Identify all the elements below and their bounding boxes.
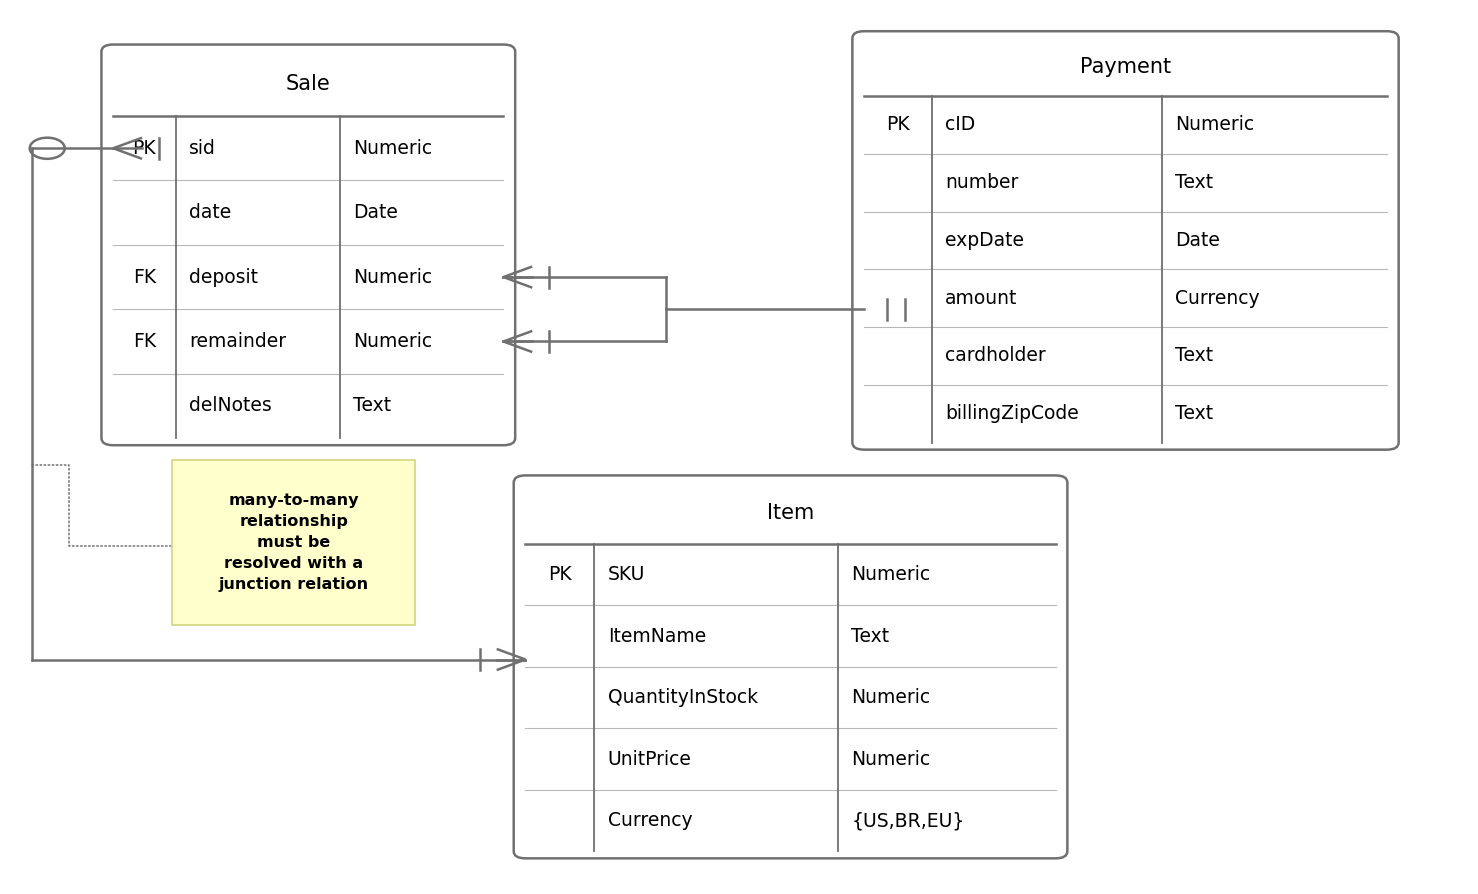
Text: Numeric: Numeric (851, 688, 931, 707)
FancyBboxPatch shape (514, 476, 1067, 858)
Text: Date: Date (353, 203, 398, 223)
Text: Currency: Currency (1175, 289, 1259, 308)
Text: PK: PK (133, 139, 157, 157)
Text: Date: Date (1175, 231, 1221, 250)
Text: Text: Text (353, 396, 390, 416)
Text: Numeric: Numeric (851, 565, 931, 584)
Text: Item: Item (767, 503, 814, 523)
Text: Payment: Payment (1080, 57, 1171, 77)
Text: billingZipCode: billingZipCode (946, 404, 1079, 423)
Text: FK: FK (133, 267, 157, 287)
Text: Sale: Sale (285, 74, 331, 94)
Text: Text: Text (1175, 173, 1213, 192)
Text: sid: sid (189, 139, 216, 157)
Text: PK: PK (887, 115, 910, 134)
Text: PK: PK (548, 565, 572, 584)
Text: delNotes: delNotes (189, 396, 272, 416)
Text: Currency: Currency (607, 811, 692, 830)
Text: Numeric: Numeric (851, 749, 931, 769)
Text: cardholder: cardholder (946, 347, 1046, 366)
Text: date: date (189, 203, 231, 223)
FancyBboxPatch shape (853, 31, 1398, 450)
FancyBboxPatch shape (171, 460, 415, 625)
Text: number: number (946, 173, 1018, 192)
FancyBboxPatch shape (102, 45, 516, 445)
Text: SKU: SKU (607, 565, 644, 584)
Text: remainder: remainder (189, 332, 287, 351)
Text: Text: Text (1175, 347, 1213, 366)
Text: amount: amount (946, 289, 1018, 308)
Text: {US,BR,EU}: {US,BR,EU} (851, 811, 965, 830)
Text: Text: Text (1175, 404, 1213, 423)
Text: deposit: deposit (189, 267, 257, 287)
Text: Numeric: Numeric (353, 267, 432, 287)
Text: cID: cID (946, 115, 975, 134)
Text: FK: FK (133, 332, 157, 351)
Text: UnitPrice: UnitPrice (607, 749, 692, 769)
Text: ItemName: ItemName (607, 627, 706, 645)
Text: Numeric: Numeric (1175, 115, 1255, 134)
Text: Text: Text (851, 627, 890, 645)
Text: Numeric: Numeric (353, 139, 432, 157)
Text: QuantityInStock: QuantityInStock (607, 688, 758, 707)
Text: expDate: expDate (946, 231, 1024, 250)
Text: many-to-many
relationship
must be
resolved with a
junction relation: many-to-many relationship must be resolv… (219, 493, 368, 592)
Text: Numeric: Numeric (353, 332, 432, 351)
